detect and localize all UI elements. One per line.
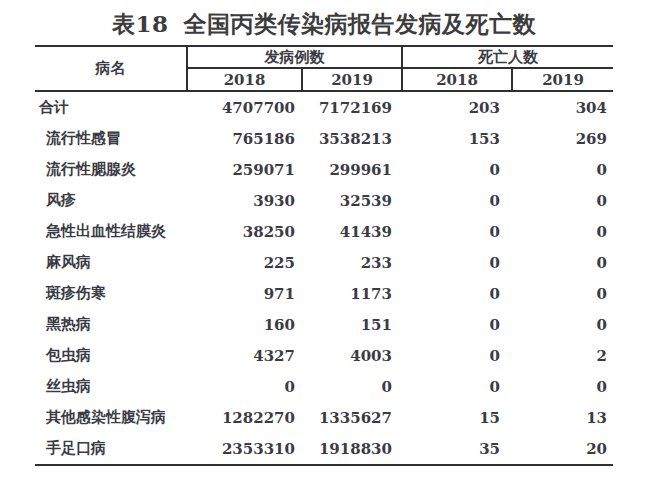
- cases-2018-cell: 160: [188, 316, 303, 334]
- deaths-2018-cell: 35: [403, 440, 513, 458]
- cases-2019-cell: 1335627: [303, 409, 403, 427]
- deaths-2018-cell: 0: [403, 223, 513, 241]
- deaths-2018-cell: 0: [403, 192, 513, 210]
- deaths-2018-cell: 0: [403, 285, 513, 303]
- cases-2019-cell: 4003: [303, 347, 403, 365]
- header-group-deaths: 死亡人数: [403, 47, 613, 69]
- table-row: 丝虫病 0 0 0 0: [35, 371, 613, 402]
- cases-2019-cell: 32539: [303, 192, 403, 210]
- cases-2018-cell: 259071: [188, 161, 303, 179]
- disease-name-cell: 合计: [35, 98, 188, 117]
- disease-name-cell: 风疹: [35, 191, 188, 210]
- cases-2019-cell: 233: [303, 254, 403, 272]
- cases-2018-cell: 2353310: [188, 440, 303, 458]
- deaths-2018-cell: 153: [403, 130, 513, 148]
- table-row: 手足口病 2353310 1918830 35 20: [35, 433, 613, 464]
- deaths-2018-cell: 15: [403, 409, 513, 427]
- table-header: 病名 发病例数 死亡人数 2018 2019 2018 2019: [35, 45, 613, 92]
- cases-2018-cell: 0: [188, 378, 303, 396]
- disease-name-cell: 黑热病: [35, 315, 188, 334]
- header-year-cases-2018: 2018: [188, 69, 303, 90]
- deaths-2019-cell: 13: [513, 409, 613, 427]
- table-row: 合计 4707700 7172169 203 304: [35, 92, 613, 123]
- table-row: 风疹 3930 32539 0 0: [35, 185, 613, 216]
- deaths-2018-cell: 0: [403, 161, 513, 179]
- cases-2019-cell: 151: [303, 316, 403, 334]
- data-table: 病名 发病例数 死亡人数 2018 2019 2018 2019 合计 4707…: [35, 45, 613, 466]
- deaths-2019-cell: 0: [513, 254, 613, 272]
- header-group-cases: 发病例数: [188, 47, 403, 69]
- table-number: 表18: [112, 10, 169, 37]
- disease-name-cell: 包虫病: [35, 346, 188, 365]
- deaths-2019-cell: 269: [513, 130, 613, 148]
- table-row: 斑疹伤寒 971 1173 0 0: [35, 278, 613, 309]
- disease-name-cell: 流行性感冒: [35, 129, 188, 148]
- table-row: 流行性腮腺炎 259071 299961 0 0: [35, 154, 613, 185]
- deaths-2019-cell: 0: [513, 223, 613, 241]
- table-row: 包虫病 4327 4003 0 2: [35, 340, 613, 371]
- cases-2018-cell: 1282270: [188, 409, 303, 427]
- disease-name-cell: 急性出血性结膜炎: [35, 222, 188, 241]
- table-row: 其他感染性腹泻病 1282270 1335627 15 13: [35, 402, 613, 433]
- deaths-2019-cell: 304: [513, 99, 613, 117]
- deaths-2019-cell: 0: [513, 316, 613, 334]
- table-row: 黑热病 160 151 0 0: [35, 309, 613, 340]
- cases-2018-cell: 765186: [188, 130, 303, 148]
- disease-name-cell: 手足口病: [35, 439, 188, 458]
- deaths-2018-cell: 203: [403, 99, 513, 117]
- deaths-2019-cell: 0: [513, 285, 613, 303]
- deaths-2018-cell: 0: [403, 378, 513, 396]
- cases-2019-cell: 1918830: [303, 440, 403, 458]
- table-row: 麻风病 225 233 0 0: [35, 247, 613, 278]
- cases-2018-cell: 3930: [188, 192, 303, 210]
- deaths-2019-cell: 2: [513, 347, 613, 365]
- header-year-deaths-2018: 2018: [403, 69, 513, 90]
- cases-2018-cell: 4327: [188, 347, 303, 365]
- header-year-cases-2019: 2019: [303, 69, 403, 90]
- cases-2019-cell: 1173: [303, 285, 403, 303]
- disease-name-cell: 其他感染性腹泻病: [35, 408, 188, 427]
- cases-2018-cell: 225: [188, 254, 303, 272]
- page-title: 表18 全国丙类传染病报告发病及死亡数: [0, 9, 648, 40]
- header-year-deaths-2019: 2019: [513, 69, 613, 90]
- cases-2019-cell: 7172169: [303, 99, 403, 117]
- header-disease-col: 病名: [35, 47, 188, 90]
- disease-name-cell: 丝虫病: [35, 377, 188, 396]
- document-page: 表18全国丙类传染病报告发病及死亡数 病名 发病例数 死亡人数 2018 201…: [0, 0, 648, 483]
- disease-name-cell: 斑疹伤寒: [35, 284, 188, 303]
- cases-2019-cell: 0: [303, 378, 403, 396]
- cases-2019-cell: 3538213: [303, 130, 403, 148]
- table-body: 合计 4707700 7172169 203 304 流行性感冒 765186 …: [35, 92, 613, 466]
- deaths-2019-cell: 0: [513, 161, 613, 179]
- cases-2018-cell: 4707700: [188, 99, 303, 117]
- deaths-2018-cell: 0: [403, 254, 513, 272]
- cases-2018-cell: 971: [188, 285, 303, 303]
- deaths-2019-cell: 20: [513, 440, 613, 458]
- disease-name-cell: 流行性腮腺炎: [35, 160, 188, 179]
- table-row: 流行性感冒 765186 3538213 153 269: [35, 123, 613, 154]
- disease-name-cell: 麻风病: [35, 253, 188, 272]
- table-row: 急性出血性结膜炎 38250 41439 0 0: [35, 216, 613, 247]
- deaths-2019-cell: 0: [513, 378, 613, 396]
- deaths-2018-cell: 0: [403, 316, 513, 334]
- deaths-2019-cell: 0: [513, 192, 613, 210]
- cases-2019-cell: 41439: [303, 223, 403, 241]
- deaths-2018-cell: 0: [403, 347, 513, 365]
- cases-2019-cell: 299961: [303, 161, 403, 179]
- cases-2018-cell: 38250: [188, 223, 303, 241]
- table-title-text: 全国丙类传染病报告发病及死亡数: [184, 10, 537, 37]
